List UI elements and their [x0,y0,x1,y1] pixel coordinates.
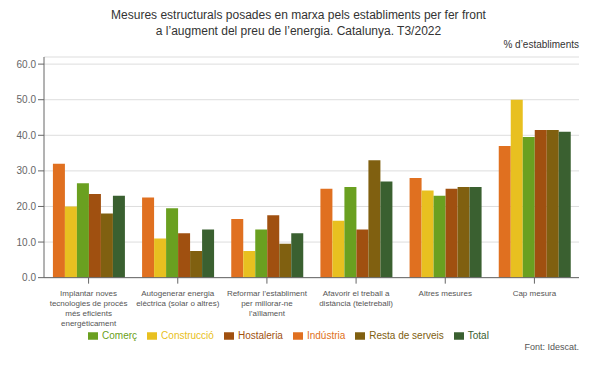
html-text:Resta de serveis: Resta de serveis [369,329,444,341]
html-text:Comerç: Comerç [102,329,138,341]
svg-text:30.0: 30.0 [17,166,37,177]
svg-text:10.0: 10.0 [17,237,37,248]
html-text:Construcció: Construcció [161,329,214,341]
svg-text:20.0: 20.0 [17,201,37,212]
html-text:Indústria: Indústria [306,329,346,341]
svg-text:60.0: 60.0 [17,59,37,70]
svg-text:Afavorir el treball adistància: Afavorir el treball adistància (teletreb… [319,289,393,308]
html-text:Total: Total [467,329,489,341]
svg-text:Reformar l’establimentper mill: Reformar l’establimentper millorar-nel’a… [227,289,308,318]
html-text:% d’establiments: % d’establiments [503,39,579,51]
svg-text:50.0: 50.0 [17,94,37,105]
svg-text:Implantar novestecnologies de: Implantar novestecnologies de procésmés … [50,289,128,328]
html-text:Mesures estructurals posades e: Mesures estructurals posades en marxa pe… [111,8,486,38]
svg-text:Altres mesures: Altres mesures [419,289,472,298]
svg-text:Cap mesura: Cap mesura [513,289,557,298]
html-text:Font: Idescat.: Font: Idescat. [524,342,579,353]
svg-text:0.0: 0.0 [22,272,36,283]
svg-text:Autogenerar energiaelèctrica (: Autogenerar energiaelèctrica (solar o al… [136,289,219,308]
svg-text:40.0: 40.0 [17,130,37,141]
html-text:Hostaleria: Hostaleria [237,329,283,341]
